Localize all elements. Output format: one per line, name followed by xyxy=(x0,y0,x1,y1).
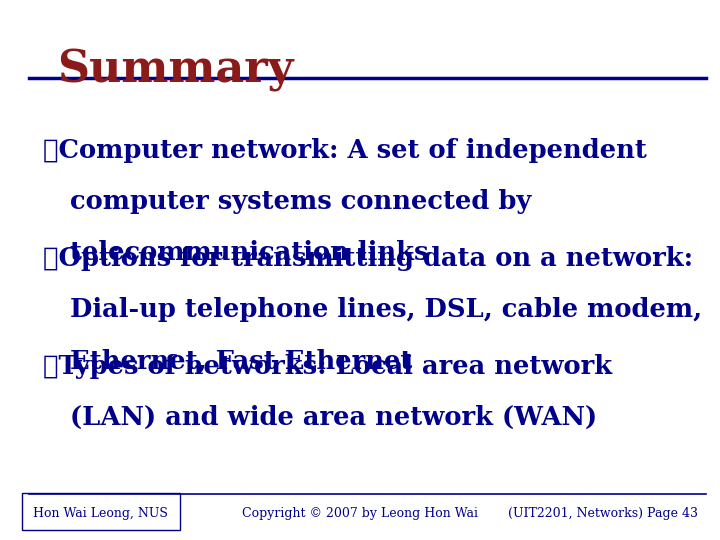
FancyBboxPatch shape xyxy=(22,493,180,530)
Text: Dial-up telephone lines, DSL, cable modem,: Dial-up telephone lines, DSL, cable mode… xyxy=(43,297,702,322)
Text: Summary: Summary xyxy=(58,49,294,92)
Text: ❖Options for transmitting data on a network:: ❖Options for transmitting data on a netw… xyxy=(43,246,693,271)
Text: (UIT2201, Networks) Page 43: (UIT2201, Networks) Page 43 xyxy=(508,507,698,519)
Text: ❖Computer network: A set of independent: ❖Computer network: A set of independent xyxy=(43,138,647,163)
Text: Copyright © 2007 by Leong Hon Wai: Copyright © 2007 by Leong Hon Wai xyxy=(242,507,478,519)
Text: ❖Types of networks: Local area network: ❖Types of networks: Local area network xyxy=(43,354,612,379)
Text: Ethernet, Fast Ethernet: Ethernet, Fast Ethernet xyxy=(43,348,413,373)
Text: (LAN) and wide area network (WAN): (LAN) and wide area network (WAN) xyxy=(43,405,598,430)
Text: telecommunication links: telecommunication links xyxy=(43,240,428,265)
Text: computer systems connected by: computer systems connected by xyxy=(43,189,531,214)
Text: Hon Wai Leong, NUS: Hon Wai Leong, NUS xyxy=(33,507,168,519)
